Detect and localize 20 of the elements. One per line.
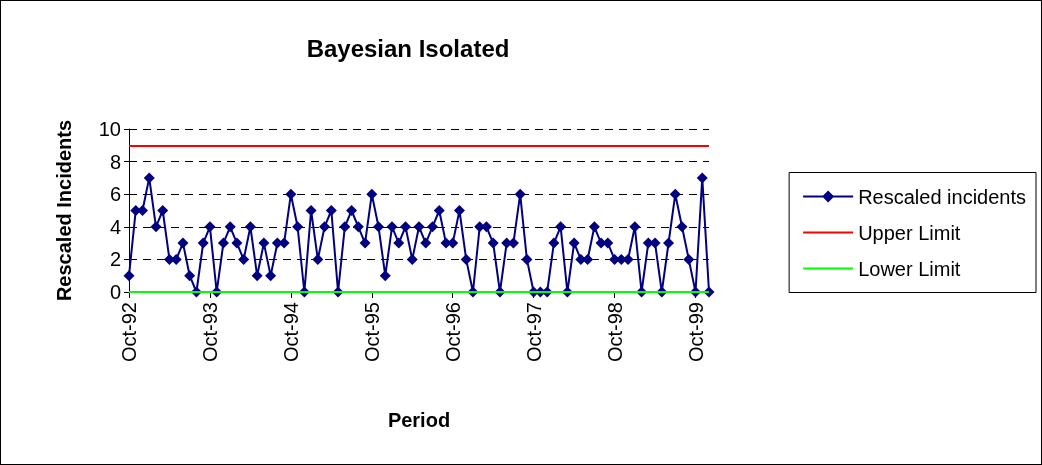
y-tick-label: 0 [109, 281, 121, 303]
x-tick-label: Oct-92 [118, 302, 140, 363]
x-tick-label: Oct-99 [684, 302, 707, 363]
y-tick-label: 6 [109, 183, 121, 206]
y-tick-label: 2 [109, 248, 121, 271]
y-axis-title: Rescaled Incidents [53, 119, 75, 302]
y-tick-label: 8 [109, 150, 121, 173]
x-tick-label: Oct-94 [279, 302, 302, 363]
x-tick-label: Oct-93 [198, 302, 221, 363]
legend-label: Lower Limit [858, 257, 961, 280]
legend-label: Rescaled incidents [858, 185, 1026, 208]
x-tick-label: Oct-97 [522, 302, 545, 363]
x-axis-title: Period [387, 409, 451, 431]
y-tick-label: 4 [109, 215, 121, 238]
chart-title: Bayesian Isolated [306, 34, 510, 62]
legend-label: Upper Limit [858, 221, 961, 244]
x-tick-label: Oct-96 [441, 302, 464, 363]
x-tick-label: Oct-95 [360, 302, 383, 363]
x-tick-label: Oct-98 [603, 302, 626, 363]
y-tick-label: 10 [98, 118, 121, 140]
